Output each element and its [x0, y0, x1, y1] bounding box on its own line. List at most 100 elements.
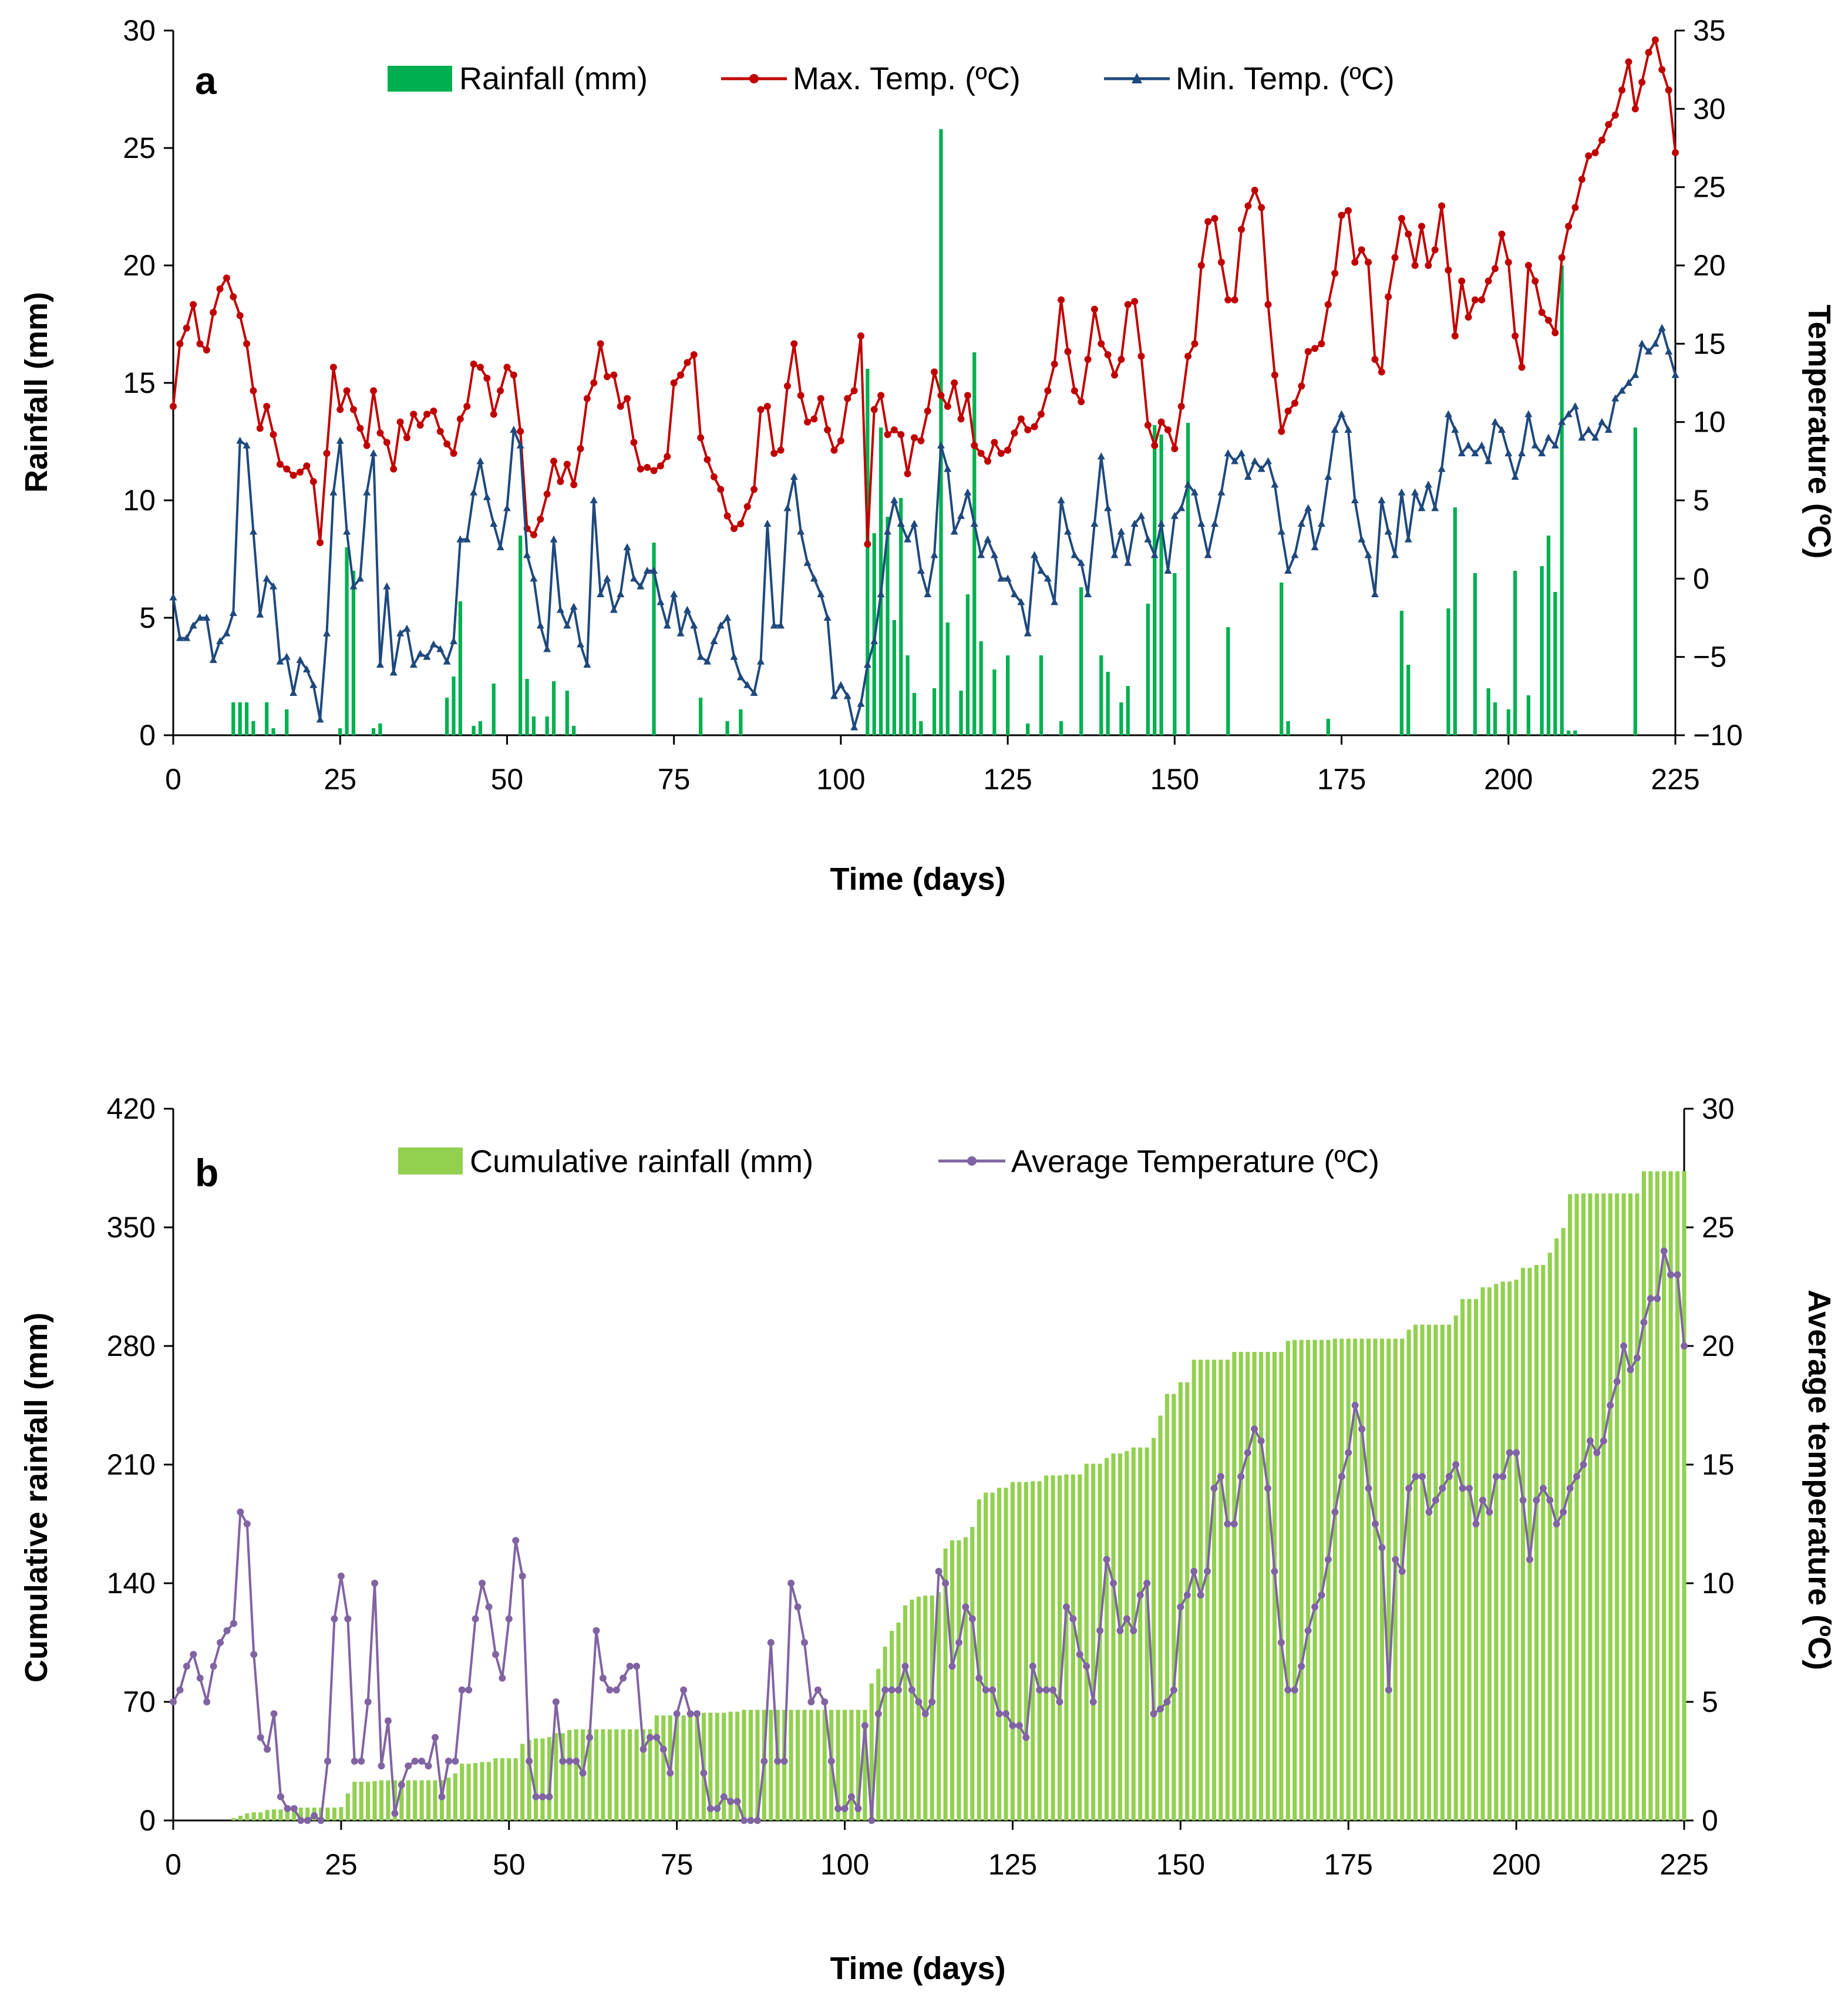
max-temp-point	[1538, 309, 1546, 316]
cumulative-bar	[332, 1808, 336, 1820]
avg-temp-point	[1378, 1544, 1386, 1552]
max-temp-point	[763, 403, 771, 410]
max-temp-point	[1512, 332, 1519, 339]
y-right-tick-label: 10	[1702, 1567, 1735, 1600]
cumulative-bar	[1306, 1340, 1311, 1820]
cumulative-bar	[970, 1527, 975, 1820]
avg-temp-point	[948, 1663, 956, 1670]
rainfall-bar	[979, 641, 983, 735]
max-temp-point	[583, 395, 591, 402]
min-temp-point	[1384, 527, 1392, 535]
rainfall-bar	[1486, 688, 1490, 735]
max-temp-point	[910, 434, 918, 442]
cumulative-bar	[527, 1739, 531, 1820]
avg-temp-point	[1318, 1591, 1325, 1599]
rainfall-bar	[345, 547, 349, 735]
min-temp-point	[1591, 433, 1600, 441]
max-temp-point	[309, 478, 317, 485]
min-temp-point	[910, 520, 918, 527]
avg-temp-point	[398, 1781, 405, 1789]
avg-temp-point	[1345, 1449, 1352, 1456]
min-temp-point	[363, 488, 371, 496]
min-temp-point	[1211, 520, 1219, 527]
y-left-tick-label: 10	[123, 484, 156, 517]
cumulative-bar	[1682, 1171, 1687, 1820]
max-temp-point	[1264, 301, 1272, 308]
rainfall-bar	[519, 536, 523, 735]
min-temp-point	[1271, 480, 1279, 488]
min-temp-point	[1658, 324, 1666, 331]
min-temp-point	[1164, 567, 1172, 574]
min-temp-point	[1004, 574, 1012, 582]
x-tick-label: 50	[491, 763, 524, 796]
max-temp-point	[1531, 277, 1539, 285]
cumulative-bar	[1312, 1340, 1317, 1820]
min-temp-point	[696, 652, 705, 660]
avg-temp-point	[800, 1639, 808, 1646]
avg-temp-point	[1123, 1615, 1130, 1623]
avg-temp-point	[1667, 1271, 1675, 1278]
max-temp-point	[603, 373, 611, 381]
cumulative-bar	[1675, 1171, 1680, 1820]
max-temp-point	[1244, 202, 1252, 210]
avg-temp-point	[780, 1758, 788, 1765]
min-temp-point	[496, 543, 504, 550]
avg-temp-point	[1083, 1663, 1090, 1670]
min-temp-point	[1104, 504, 1112, 511]
cumulative-bar	[567, 1729, 572, 1820]
legend-avg-temp-marker	[967, 1156, 977, 1166]
avg-temp-point	[1499, 1473, 1507, 1480]
avg-temp-point	[1419, 1473, 1426, 1480]
max-temp-point	[951, 379, 958, 386]
cumulative-bar	[1044, 1475, 1049, 1820]
y-right-tick-label: 20	[1702, 1330, 1735, 1362]
max-temp-point	[723, 512, 731, 520]
max-temp-point	[817, 395, 824, 402]
max-temp-point	[436, 428, 444, 435]
cumulative-bar	[1359, 1338, 1364, 1820]
legend-cumulative-swatch	[398, 1147, 463, 1175]
rainfall-bar	[285, 709, 289, 735]
avg-temp-point	[901, 1663, 909, 1670]
avg-temp-point	[1136, 1591, 1144, 1599]
min-temp-point	[657, 598, 665, 605]
cumulative-bar	[245, 1813, 250, 1820]
avg-temp-point	[1593, 1449, 1601, 1456]
avg-temp-point	[1439, 1485, 1446, 1492]
rainfall-bar	[265, 702, 269, 735]
max-temp-point	[1117, 356, 1125, 363]
max-temp-point	[1211, 215, 1218, 222]
rainfall-bar	[1573, 731, 1577, 735]
min-temp-point	[316, 715, 324, 723]
min-temp-point	[1051, 598, 1059, 605]
max-temp-point	[690, 351, 698, 358]
rainfall-bar	[551, 681, 556, 735]
cumulative-bar	[722, 1712, 726, 1820]
avg-temp-point	[1486, 1508, 1493, 1516]
cumulative-bar	[1125, 1451, 1129, 1820]
min-temp-point	[763, 520, 772, 527]
y-left-tick-label: 350	[107, 1211, 156, 1244]
avg-temp-point	[975, 1674, 983, 1682]
max-temp-point	[1197, 262, 1205, 269]
avg-temp-point	[1163, 1698, 1171, 1705]
cumulative-bar	[1084, 1463, 1089, 1820]
y-right-tick-label: 25	[1693, 171, 1726, 204]
min-temp-point	[743, 681, 752, 688]
max-temp-point	[1191, 340, 1199, 348]
max-temp-point	[463, 403, 471, 410]
cumulative-bar	[1211, 1359, 1217, 1820]
cumulative-bar	[728, 1711, 733, 1820]
y-left-tick-label: 0	[139, 1804, 156, 1837]
max-temp-point	[1231, 296, 1238, 304]
x-tick-label: 25	[324, 763, 356, 796]
avg-temp-point	[1311, 1603, 1319, 1611]
max-temp-point	[844, 395, 851, 402]
cumulative-bar	[426, 1780, 431, 1820]
y-right-tick-label: −5	[1693, 641, 1726, 674]
max-temp-point	[1565, 223, 1573, 230]
cumulative-bar	[1292, 1340, 1297, 1820]
min-temp-point	[1338, 410, 1346, 418]
max-temp-point	[423, 410, 431, 418]
avg-temp-point	[1539, 1485, 1547, 1492]
